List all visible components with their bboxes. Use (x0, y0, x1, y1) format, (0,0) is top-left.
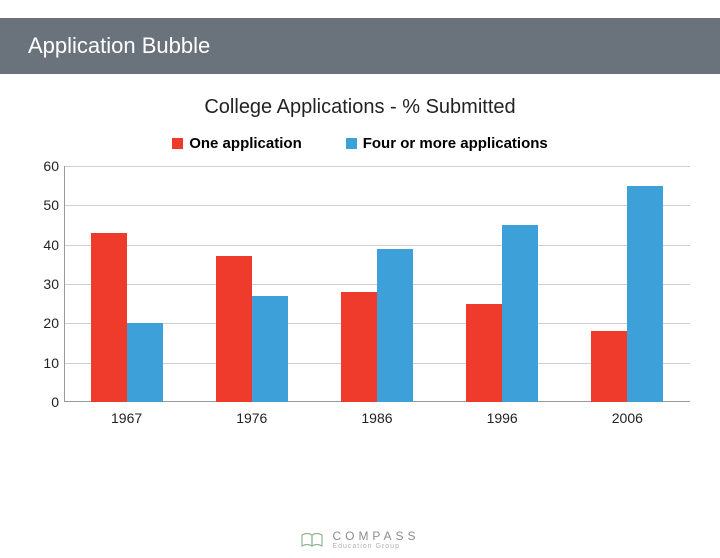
legend-item: One application (172, 135, 302, 152)
bar (627, 186, 663, 402)
bar-group: 1996 (450, 225, 554, 402)
x-axis-label: 2006 (575, 410, 679, 426)
chart-area: 0102030405060 19671976198619962006 (64, 166, 690, 424)
bars-container: 19671976198619962006 (64, 166, 690, 402)
bar (91, 233, 127, 402)
bar (341, 292, 377, 402)
legend-label: Four or more applications (363, 135, 548, 152)
x-axis-label: 1986 (325, 410, 429, 426)
bar-group: 2006 (575, 186, 679, 402)
y-axis-label: 50 (31, 197, 59, 213)
legend-label: One application (189, 135, 302, 152)
bar (502, 225, 538, 402)
x-axis-label: 1967 (75, 410, 179, 426)
y-axis-label: 20 (31, 315, 59, 331)
y-axis-label: 40 (31, 237, 59, 253)
bar (127, 323, 163, 402)
legend-item: Four or more applications (346, 135, 548, 152)
bar (216, 256, 252, 402)
bar-group: 1976 (200, 256, 304, 402)
bar (466, 304, 502, 402)
logo-text: COMPASS Education Group (332, 530, 419, 550)
x-axis-label: 1976 (200, 410, 304, 426)
brand-name: COMPASS (332, 529, 419, 543)
bar-group: 1967 (75, 233, 179, 402)
footer-logo: COMPASS Education Group (0, 530, 720, 550)
y-axis-label: 0 (31, 394, 59, 410)
brand-sub: Education Group (332, 543, 419, 550)
bar-group: 1986 (325, 249, 429, 402)
legend-swatch-icon (346, 138, 357, 149)
chart-legend: One application Four or more application… (0, 135, 720, 152)
y-axis-label: 10 (31, 355, 59, 371)
legend-swatch-icon (172, 138, 183, 149)
y-axis-label: 30 (31, 276, 59, 292)
chart-title: College Applications - % Submitted (0, 96, 720, 119)
bar (591, 331, 627, 402)
y-axis-label: 60 (31, 158, 59, 174)
x-axis-label: 1996 (450, 410, 554, 426)
bar (252, 296, 288, 402)
page-title: Application Bubble (28, 33, 210, 59)
bar (377, 249, 413, 402)
logo-book-icon (300, 532, 324, 548)
header-band: Application Bubble (0, 18, 720, 74)
